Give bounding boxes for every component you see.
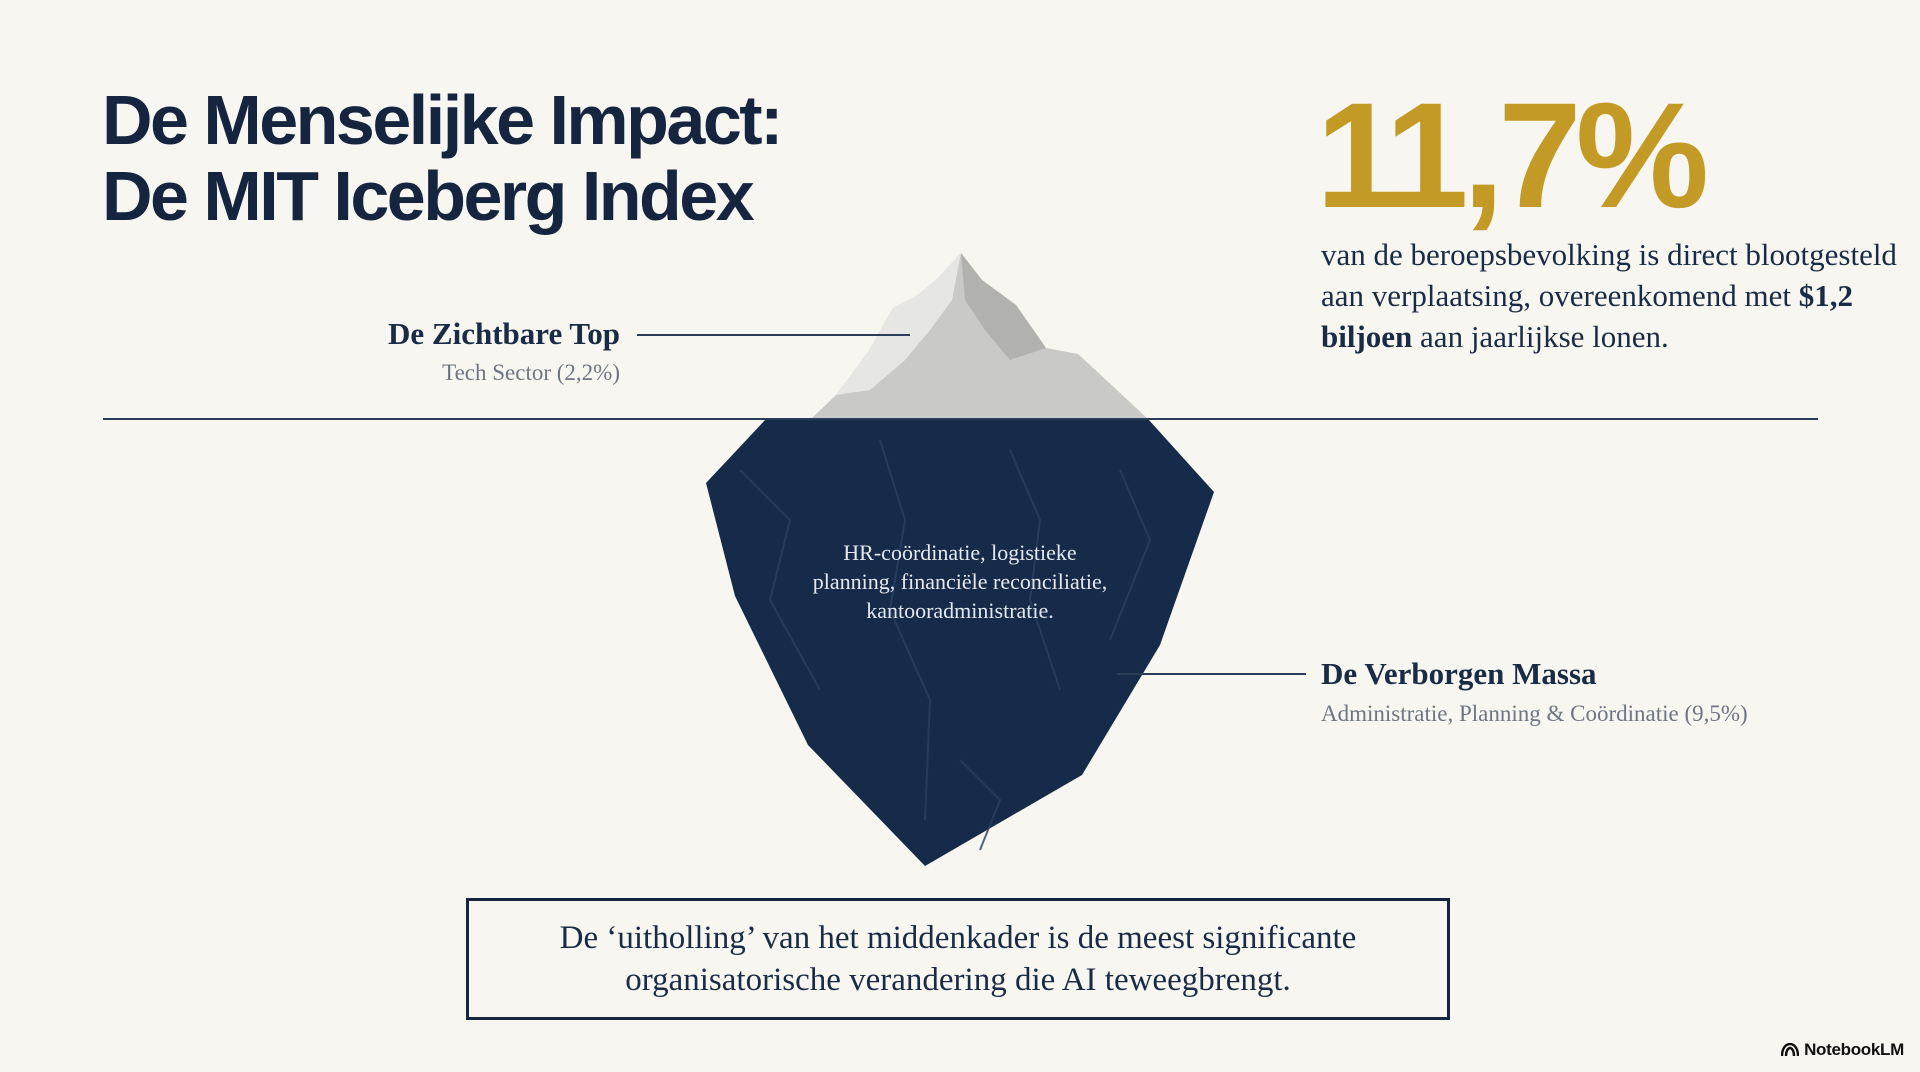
stat-text-bold: $1,2 biljoen	[1321, 278, 1853, 354]
iceberg-hidden-mass	[706, 419, 1214, 866]
stat-text-before: van de beroepsbevolking is direct blootg…	[1321, 237, 1897, 313]
brand-watermark: NotebookLM	[1781, 1040, 1904, 1060]
hidden-mass-description: HR-coördinatie, logistieke planning, fin…	[812, 540, 1108, 623]
brand-name: NotebookLM	[1804, 1040, 1904, 1059]
hidden-mass-subtitle: Administratie, Planning & Coördinatie (9…	[1321, 701, 1748, 726]
hidden-mass-title: De Verborgen Massa	[1321, 656, 1597, 691]
page-title: De Menselijke Impact: De MIT Iceberg Ind…	[102, 81, 783, 235]
page-title-line-1: De Menselijke Impact:	[102, 81, 783, 159]
iceberg-visible-top	[811, 253, 1148, 419]
notebooklm-logo-icon	[1781, 1043, 1800, 1057]
visible-top-subtitle: Tech Sector (2,2%)	[442, 360, 620, 385]
iceberg-hidden-texture	[739, 439, 1152, 851]
iceberg-visible-highlight	[836, 253, 961, 395]
visible-top-title: De Zichtbare Top	[388, 316, 620, 351]
quote-box: De ‘uitholling’ van het middenkader is d…	[466, 898, 1450, 1020]
quote-text: De ‘uitholling’ van het middenkader is d…	[559, 920, 1357, 998]
page-title-line-2: De MIT Iceberg Index	[102, 157, 755, 235]
stat-value: 11,7%	[1316, 71, 1709, 239]
stat-description: van de beroepsbevolking is direct blootg…	[1321, 234, 1901, 357]
stat-text-after: aan jaarlijkse lonen.	[1412, 319, 1669, 354]
iceberg-visible-shadow	[961, 253, 1046, 360]
